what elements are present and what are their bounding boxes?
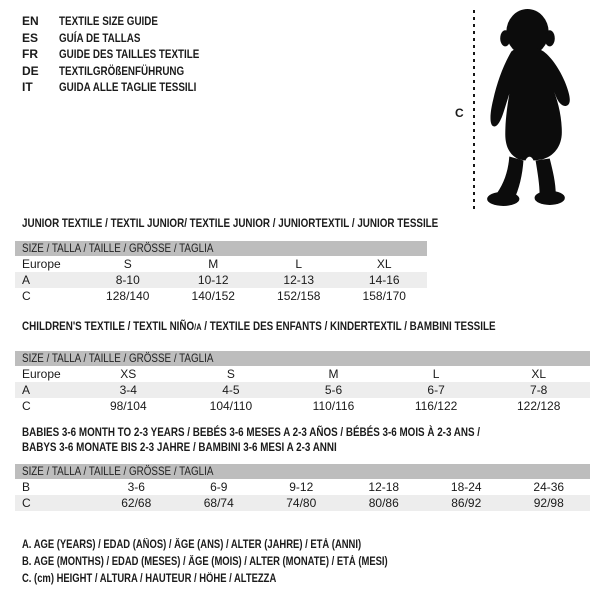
language-row: EN TEXTILE SIZE GUIDE [22, 13, 230, 30]
size-cell: 98/104 [109, 399, 147, 413]
size-cell: 110/116 [312, 399, 355, 413]
size-cell: 68/74 [203, 496, 234, 510]
junior-size-table: SIZE / TALLA / TAILLE / GRÖSSE / TAGLIA … [15, 241, 427, 304]
height-measure-dashed-line [473, 10, 475, 210]
size-cell: 140/152 [191, 289, 235, 303]
size-cell: 116/122 [414, 399, 458, 413]
size-cell: S [123, 257, 132, 271]
size-cell: XL [376, 257, 392, 271]
size-cell: 7-8 [530, 383, 548, 397]
table-row: A 3-4 4-5 5-6 6-7 7-8 [15, 382, 590, 398]
footnote-height: C. (cm) HEIGHT / ALTURA / HAUTEUR / HÖHE… [22, 573, 277, 585]
table-header-band: SIZE / TALLA / TAILLE / GRÖSSE / TAGLIA [15, 464, 590, 479]
size-cell: 6-7 [427, 383, 445, 397]
language-list: EN TEXTILE SIZE GUIDE ES GUÍA DE TALLAS … [22, 13, 230, 96]
row-label: Europe [22, 257, 61, 271]
language-row: FR GUIDE DES TAILLES TEXTILE [22, 46, 230, 63]
table-header-band: SIZE / TALLA / TAILLE / GRÖSSE / TAGLIA [15, 241, 427, 256]
language-title: GUIDE DES TAILLES TEXTILE [59, 47, 200, 62]
size-cell: 122/128 [516, 399, 561, 413]
children-size-table: SIZE / TALLA / TAILLE / GRÖSSE / TAGLIA … [15, 351, 590, 414]
size-cell: L [432, 367, 440, 381]
language-row: ES GUÍA DE TALLAS [22, 30, 230, 47]
size-cell: 152/158 [277, 289, 321, 303]
babies-size-table: SIZE / TALLA / TAILLE / GRÖSSE / TAGLIA … [15, 464, 590, 511]
size-cell: 86/92 [451, 496, 482, 510]
table-header-band: SIZE / TALLA / TAILLE / GRÖSSE / TAGLIA [15, 351, 590, 366]
language-code: FR [22, 47, 38, 62]
language-code: DE [22, 63, 39, 78]
size-cell: 158/170 [362, 289, 406, 303]
size-cell: 62/68 [121, 496, 152, 510]
size-cell: 18-24 [450, 480, 482, 494]
table-row: Europe XS S M L XL [15, 366, 590, 382]
language-title: TEXTILE SIZE GUIDE [59, 14, 158, 28]
nino-a-subscript: /A [194, 322, 202, 332]
row-label: A [22, 383, 31, 397]
size-cell: 6-9 [210, 480, 228, 494]
row-label: A [22, 273, 31, 287]
row-label: B [22, 480, 31, 494]
size-cell: 8-10 [115, 273, 140, 287]
language-title: GUÍA DE TALLAS [59, 30, 141, 45]
row-label: C [22, 289, 31, 303]
language-row: IT GUIDA ALLE TAGLIE TESSILI [22, 79, 230, 96]
size-cell: 104/110 [209, 399, 253, 413]
language-code: ES [22, 30, 39, 45]
size-cell: XS [120, 367, 137, 381]
table-row: C 98/104 104/110 110/116 116/122 122/128 [15, 398, 590, 414]
size-cell: 92/98 [533, 496, 564, 510]
language-title: GUIDA ALLE TAGLIE TESSILI [59, 80, 197, 95]
size-cell: XL [531, 367, 547, 381]
size-cell: 74/80 [286, 496, 317, 510]
size-cell: 9-12 [289, 480, 314, 494]
language-code: EN [22, 14, 39, 28]
baby-silhouette-icon [482, 7, 575, 214]
size-cell: L [295, 257, 303, 271]
footnote-age-years: A. AGE (YEARS) / EDAD (AÑOS) / ÂGE (ANS)… [22, 539, 362, 551]
language-code: IT [22, 80, 33, 95]
size-cell: 4-5 [222, 383, 240, 397]
size-cell: 128/140 [106, 289, 150, 303]
footnotes: A. AGE (YEARS) / EDAD (AÑOS) / ÂGE (ANS)… [22, 537, 468, 588]
language-row: DE TEXTILGRÖßENFÜHRUNG [22, 63, 230, 80]
row-label: C [22, 496, 31, 510]
size-cell: 12-13 [283, 273, 315, 287]
language-title: TEXTILGRÖßENFÜHRUNG [59, 63, 185, 78]
junior-table-title: JUNIOR TEXTILE / TEXTIL JUNIOR/ TEXTILE … [22, 216, 439, 230]
children-table-title: CHILDREN'S TEXTILE / TEXTIL NIÑO/A / TEX… [22, 319, 496, 333]
size-cell: 3-6 [127, 480, 145, 494]
table-row: Europe S M L XL [15, 256, 427, 272]
size-cell: 24-36 [533, 480, 565, 494]
size-cell: M [328, 367, 339, 381]
size-cell: S [226, 367, 235, 381]
table-row: A 8-10 10-12 12-13 14-16 [15, 272, 427, 288]
size-cell: 80/86 [368, 496, 399, 510]
row-label: Europe [22, 367, 61, 381]
table-row: C 128/140 140/152 152/158 158/170 [15, 288, 427, 304]
size-cell: 12-18 [368, 480, 400, 494]
size-cell: 14-16 [368, 273, 400, 287]
table-row: B 3-6 6-9 9-12 12-18 18-24 24-36 [15, 479, 590, 495]
size-cell: 10-12 [197, 273, 229, 287]
size-cell: 5-6 [324, 383, 343, 397]
babies-table-title: BABIES 3-6 MONTH TO 2-3 YEARS / BEBÉS 3-… [22, 425, 481, 454]
row-label: C [22, 399, 31, 413]
size-cell: M [208, 257, 219, 271]
size-cell: 3-4 [119, 383, 137, 397]
footnote-age-months: B. AGE (MONTHS) / EDAD (MESES) / ÂGE (MO… [22, 556, 388, 568]
table-row: C 62/68 68/74 74/80 80/86 86/92 92/98 [15, 495, 590, 511]
height-measure-label: C [455, 106, 464, 120]
